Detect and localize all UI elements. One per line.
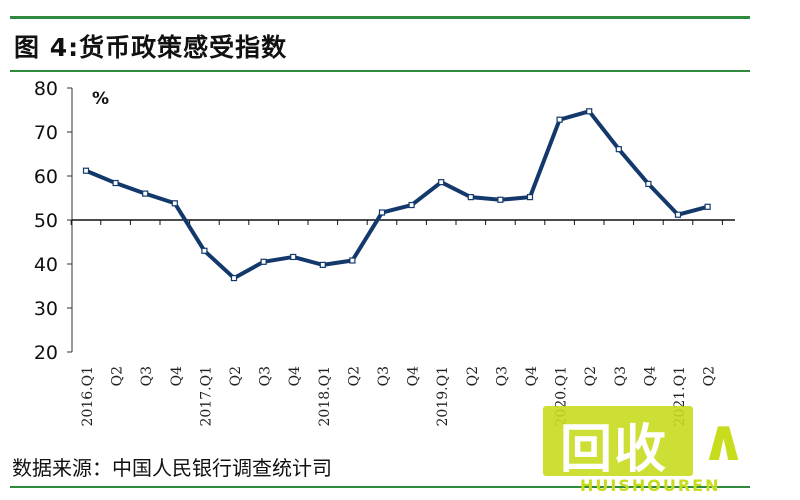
data-point — [260, 258, 267, 265]
data-point — [497, 196, 504, 203]
figure-title: 图 4:货币政策感受指数 — [14, 33, 288, 62]
data-point — [408, 201, 415, 209]
data-point — [82, 167, 90, 174]
data-point — [112, 179, 119, 187]
y-tick-label: 80 — [34, 78, 58, 100]
x-tick-label: Q2 — [110, 366, 126, 386]
data-point — [586, 108, 593, 115]
y-tick-label: 20 — [34, 342, 58, 364]
y-tick-label: 50 — [34, 210, 58, 232]
x-tick-label: Q4 — [642, 366, 658, 386]
x-tick-label: Q4 — [169, 366, 185, 386]
data-point — [467, 194, 474, 201]
data-point — [349, 257, 356, 264]
x-tick-label: 2017.Q1 — [198, 366, 214, 426]
x-tick-label: Q3 — [376, 366, 392, 386]
data-point — [230, 274, 238, 282]
y-tick-label: 30 — [34, 298, 58, 320]
bottom-rule — [10, 486, 750, 488]
x-tick-label: Q2 — [465, 366, 481, 386]
x-tick-label: Q3 — [494, 366, 510, 386]
top-rule — [10, 16, 750, 19]
watermark-logo-subtext: HUISHOUREN — [580, 476, 721, 495]
x-tick-label: Q2 — [228, 366, 244, 386]
data-point — [526, 194, 534, 201]
x-tick-label: Q4 — [406, 366, 422, 386]
x-tick-label: Q2 — [583, 366, 599, 386]
watermark-logo-text: 回收 — [560, 420, 669, 480]
y-tick-label: 40 — [34, 254, 58, 276]
x-tick-label: 2019.Q1 — [435, 366, 451, 426]
x-tick-label: Q2 — [346, 366, 362, 386]
data-point — [201, 247, 208, 254]
source-note: 数据来源：中国人民银行调查统计司 — [12, 456, 332, 480]
data-point — [438, 179, 445, 186]
x-tick-label: 2016.Q1 — [80, 366, 96, 426]
x-tick-label: Q3 — [139, 366, 155, 386]
data-point — [556, 116, 563, 123]
data-point — [319, 261, 326, 268]
data-point — [171, 200, 178, 207]
data-point — [615, 146, 622, 153]
watermark-logo-arrow: ∧ — [700, 406, 748, 474]
y-tick-label: 60 — [34, 166, 58, 188]
x-tick-label: Q4 — [287, 366, 303, 386]
series-line — [84, 109, 710, 281]
data-point — [290, 253, 297, 261]
x-tick-label: Q3 — [613, 366, 629, 386]
y-tick-label: 70 — [34, 122, 58, 144]
watermark-logo-block — [543, 406, 693, 476]
data-point — [704, 203, 711, 210]
data-point — [142, 190, 149, 197]
data-point — [645, 180, 652, 188]
x-tick-label: Q4 — [524, 366, 540, 386]
data-point — [674, 211, 682, 218]
data-point — [378, 209, 386, 216]
x-tick-label: Q2 — [702, 366, 718, 386]
x-tick-label: Q3 — [258, 366, 274, 386]
y-axis-unit-label: % — [92, 89, 109, 109]
x-tick-label: 2018.Q1 — [317, 366, 333, 426]
title-rule — [10, 70, 750, 72]
